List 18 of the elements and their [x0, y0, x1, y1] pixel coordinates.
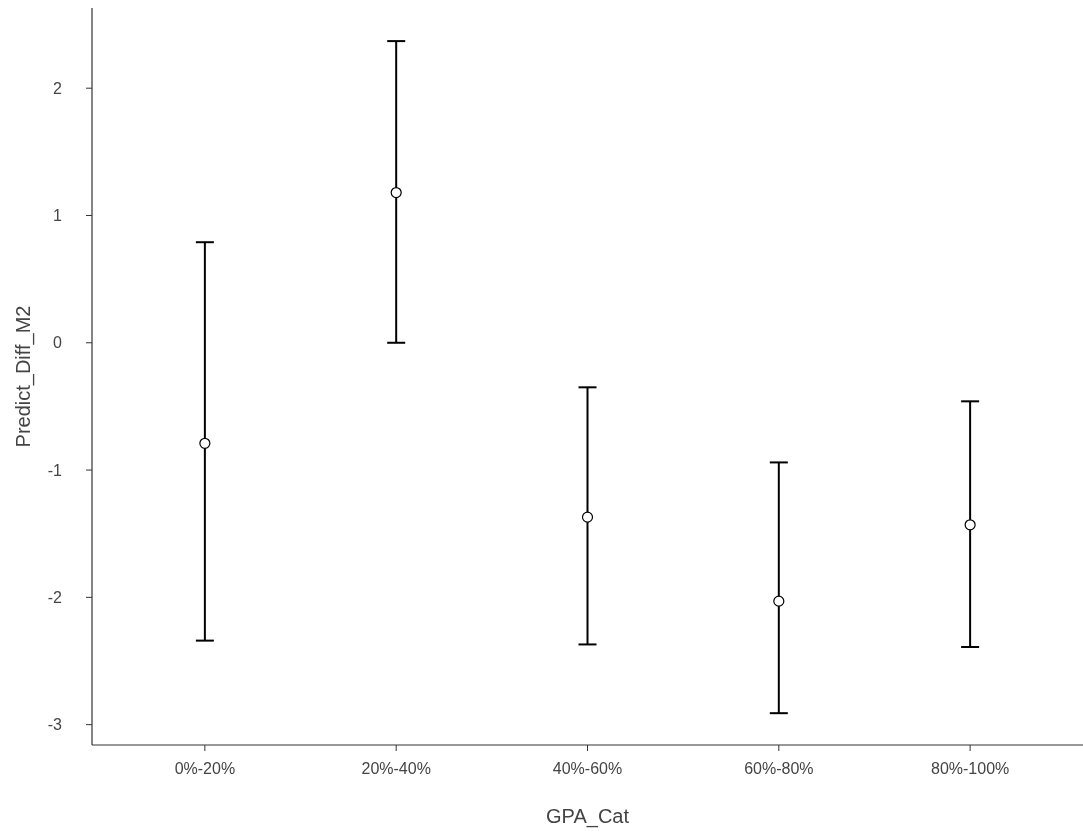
y-tick-label: -2 — [47, 588, 63, 606]
x-tick-label: 40%-60% — [552, 760, 623, 777]
y-axis-title: Predict_Diff_M2 — [12, 305, 35, 448]
x-tick-label: 80%-100% — [930, 760, 1010, 777]
y-tick-label: -3 — [47, 716, 63, 734]
point — [390, 186, 402, 199]
y-tick-label: 0 — [53, 334, 63, 352]
point — [773, 595, 785, 607]
point — [581, 511, 594, 523]
y-tick-label: 2 — [53, 79, 63, 97]
point — [199, 437, 211, 449]
y-tick-label: -1 — [47, 461, 63, 479]
y-tick-label: 1 — [53, 207, 63, 225]
x-tick-label: 20%-40% — [361, 760, 431, 777]
x-tick-label: 0%-20% — [174, 760, 236, 777]
x-tick-label: 60%-80% — [744, 760, 814, 777]
point — [964, 519, 976, 531]
x-axis-title: GPA_Cat — [546, 805, 630, 828]
